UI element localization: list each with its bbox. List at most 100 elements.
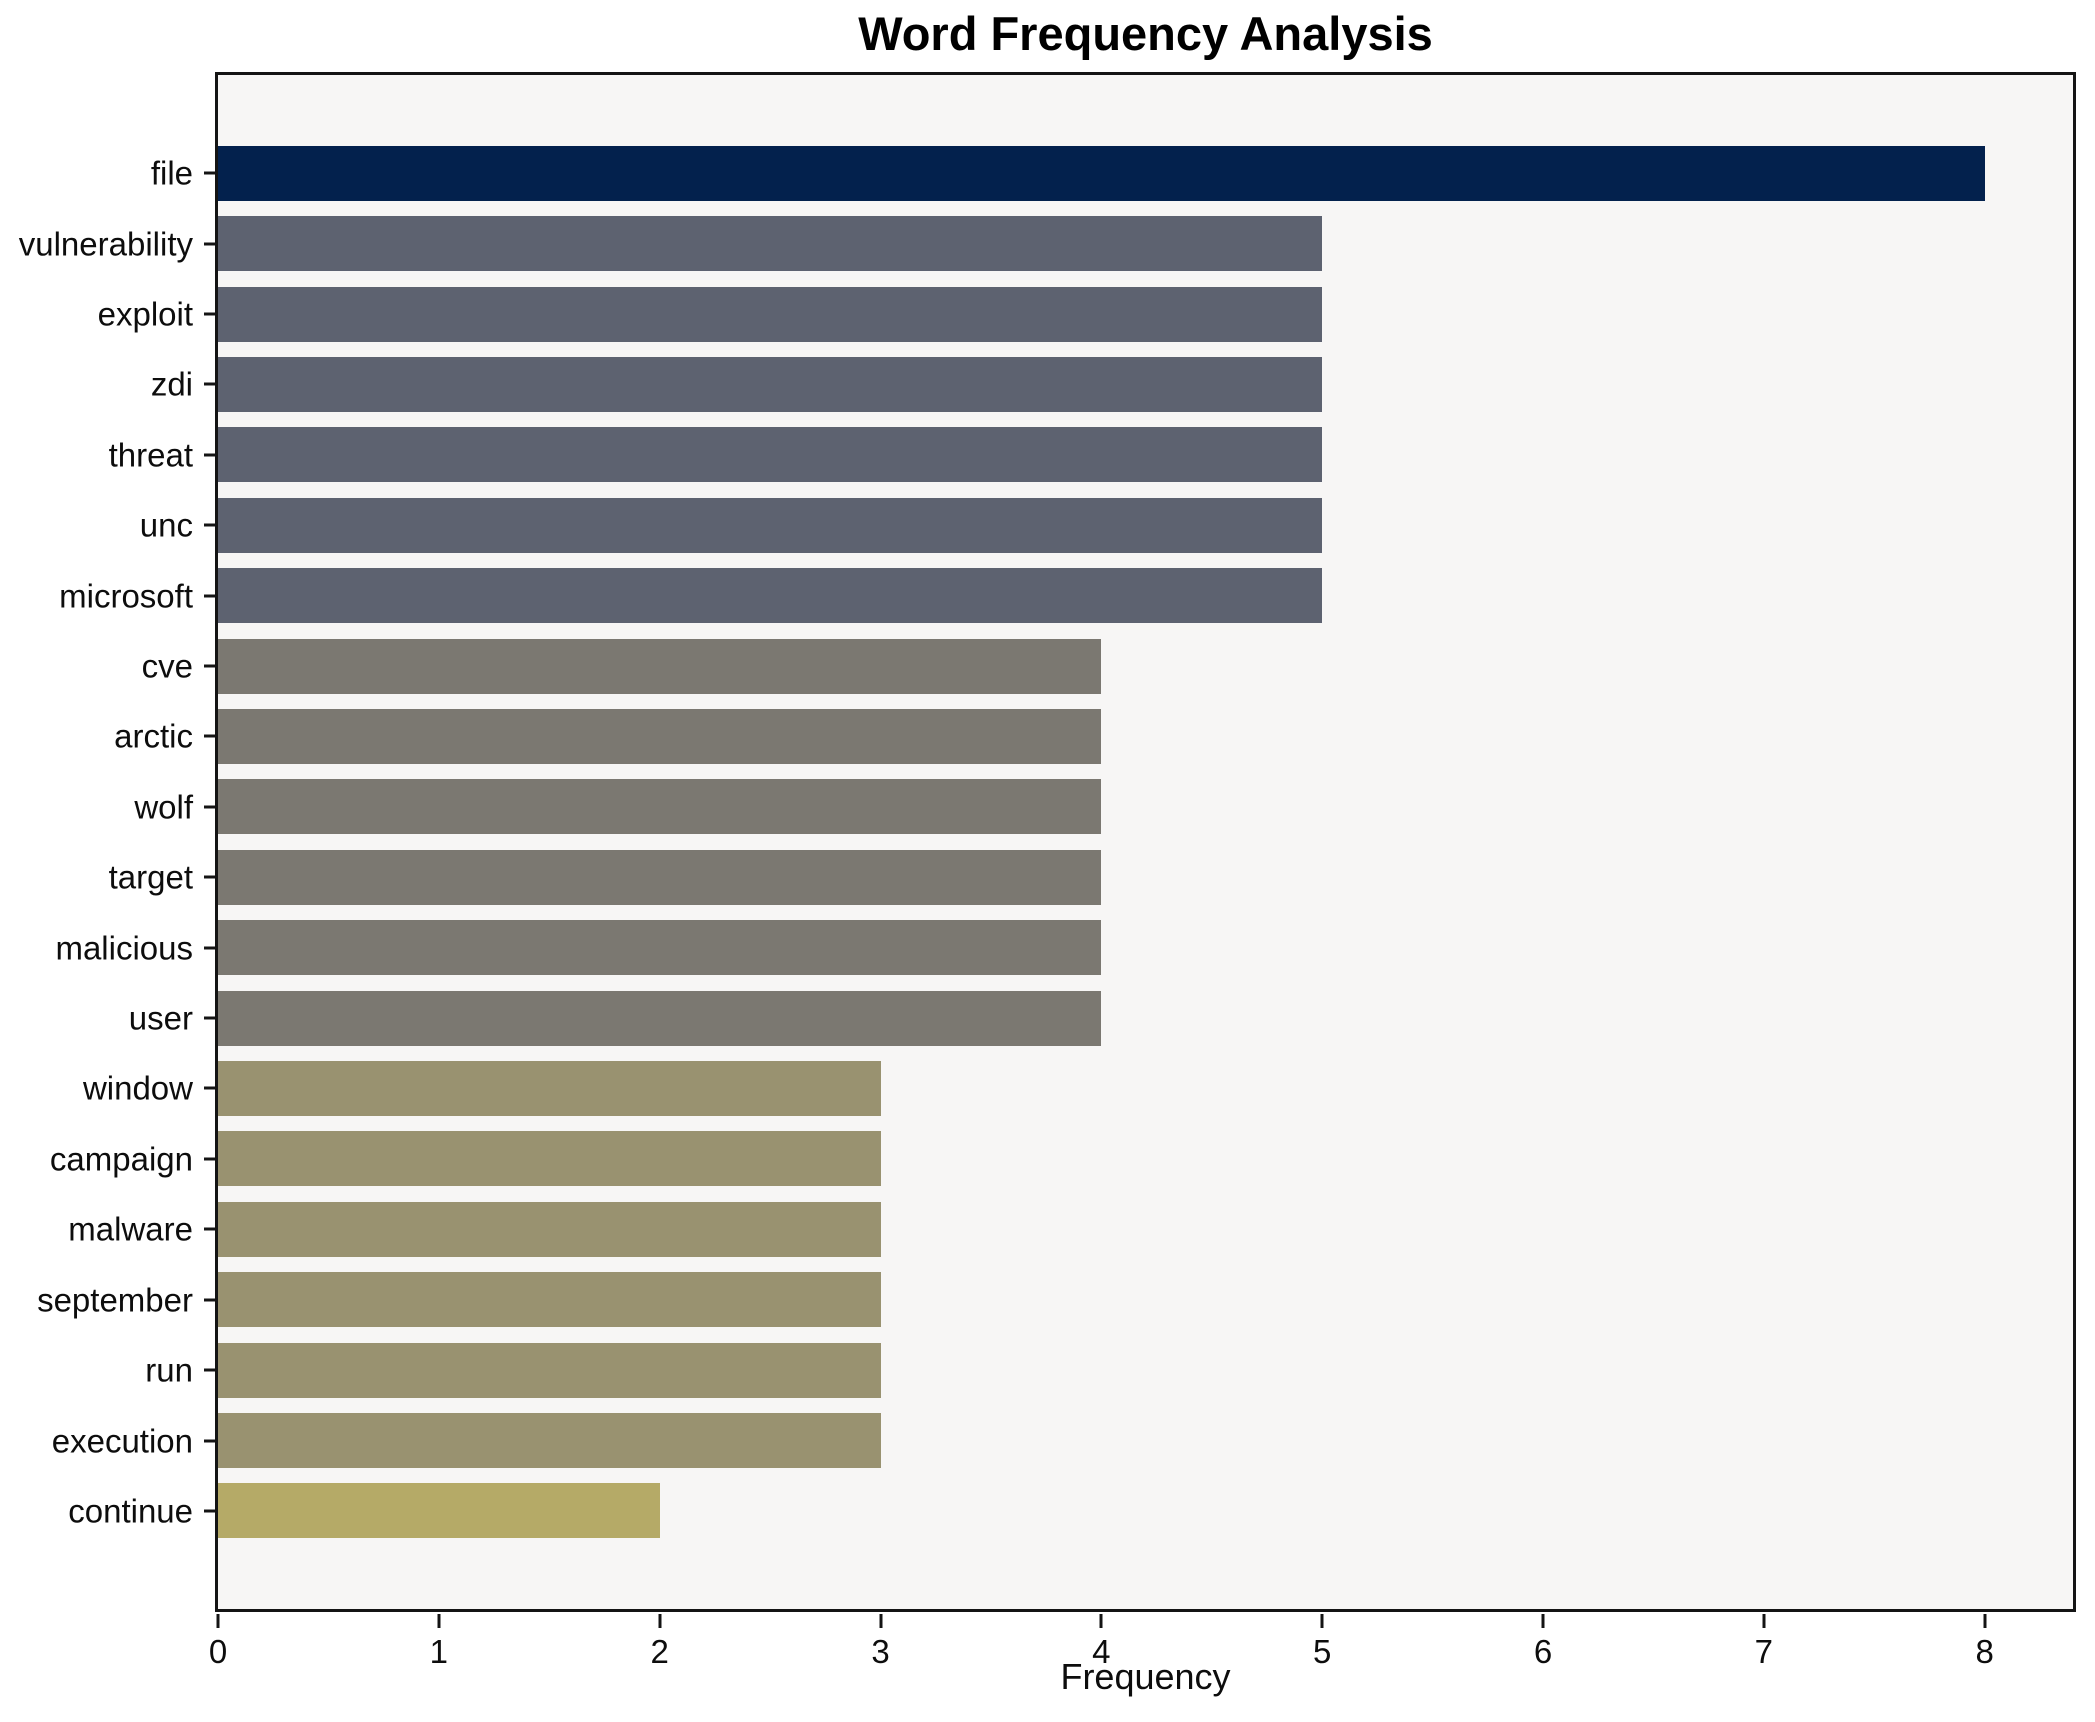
bar xyxy=(218,1131,881,1187)
x-tick-label: 3 xyxy=(871,1633,890,1670)
bar-row: window xyxy=(83,1053,2073,1123)
y-category-label: cve xyxy=(141,647,193,685)
x-axis: 0 1 2 3 4 5 6 7 8 xyxy=(209,1612,2073,1722)
bar xyxy=(218,1272,881,1328)
x-tick-mark xyxy=(1099,1614,1103,1628)
bar xyxy=(218,1413,881,1469)
bar xyxy=(218,356,1323,412)
x-tick-label: 7 xyxy=(1754,1633,1774,1670)
y-category-label: wolf xyxy=(134,788,193,826)
x-tick-label: 6 xyxy=(1533,1633,1553,1670)
y-category-label: september xyxy=(37,1281,193,1319)
y-category-label: file xyxy=(150,154,193,192)
y-tick-mark xyxy=(204,1227,215,1231)
y-category-label: window xyxy=(82,1069,193,1107)
y-category-label: execution xyxy=(51,1422,193,1460)
bar-row: malware xyxy=(68,1194,2073,1264)
x-tick-label: 0 xyxy=(208,1633,228,1670)
bar xyxy=(218,779,1102,835)
bar-row: zdi xyxy=(151,349,2073,419)
y-tick-mark xyxy=(204,1157,215,1161)
y-category-label: malware xyxy=(68,1210,193,1248)
x-tick-mark xyxy=(1541,1614,1545,1628)
y-tick-mark xyxy=(204,1086,215,1090)
x-tick-mark xyxy=(1762,1614,1766,1628)
bar xyxy=(218,638,1102,694)
bar xyxy=(218,568,1323,624)
bar-row: threat xyxy=(109,420,2073,490)
y-tick-mark xyxy=(204,1016,215,1020)
bar xyxy=(218,497,1323,553)
bar xyxy=(218,1060,881,1116)
bar-row: execution xyxy=(52,1405,2073,1475)
y-tick-mark xyxy=(204,1439,215,1443)
bar xyxy=(218,1342,881,1398)
bar-row: arctic xyxy=(114,701,2073,771)
x-axis-label: Frequency xyxy=(1060,1656,1231,1697)
y-tick-mark xyxy=(204,664,215,668)
y-tick-mark xyxy=(204,523,215,527)
y-tick-mark xyxy=(204,734,215,738)
bar xyxy=(218,427,1323,483)
x-tick-label: 8 xyxy=(1975,1633,1994,1670)
y-category-label: unc xyxy=(139,506,193,544)
y-category-label: target xyxy=(108,858,193,896)
y-category-label: user xyxy=(128,999,193,1037)
x-tick-mark xyxy=(216,1614,220,1628)
y-category-label: microsoft xyxy=(59,577,193,615)
y-tick-mark xyxy=(204,312,215,316)
chart-title: Word Frequency Analysis xyxy=(858,7,1433,60)
y-category-label: arctic xyxy=(114,717,193,755)
bar xyxy=(218,1201,881,1257)
bar xyxy=(218,216,1323,272)
bar-row: malicious xyxy=(55,912,2073,982)
bar xyxy=(218,145,1985,201)
y-category-label: continue xyxy=(68,1492,193,1530)
bar-row: wolf xyxy=(134,772,2073,842)
y-tick-mark xyxy=(204,382,215,386)
bar xyxy=(218,286,1323,342)
y-tick-mark xyxy=(204,1509,215,1513)
y-category-label: threat xyxy=(108,436,193,474)
bar-row: microsoft xyxy=(59,560,2073,630)
x-tick-label: 1 xyxy=(429,1633,449,1670)
y-category-label: malicious xyxy=(55,929,193,967)
bar-row: cve xyxy=(142,631,2073,701)
x-tick-label: 5 xyxy=(1312,1633,1332,1670)
y-tick-mark xyxy=(204,594,215,598)
y-tick-mark xyxy=(204,875,215,879)
bar-row: campaign xyxy=(50,1124,2073,1194)
bar xyxy=(218,990,1102,1046)
y-category-label: vulnerability xyxy=(18,225,193,263)
bar-row: exploit xyxy=(98,279,2073,349)
bar-row: file xyxy=(151,138,2073,208)
x-tick-mark xyxy=(437,1614,441,1628)
y-category-label: zdi xyxy=(150,365,193,403)
bar-row: unc xyxy=(140,490,2073,560)
x-tick-mark xyxy=(658,1614,662,1628)
y-tick-mark xyxy=(204,1368,215,1372)
y-tick-mark xyxy=(204,453,215,457)
y-category-label: exploit xyxy=(97,295,193,333)
bar-row: run xyxy=(145,1335,2073,1405)
y-category-label: campaign xyxy=(49,1140,193,1178)
bar xyxy=(218,1483,660,1539)
x-tick-mark xyxy=(1983,1614,1987,1628)
x-tick-mark xyxy=(1320,1614,1324,1628)
y-tick-mark xyxy=(204,171,215,175)
bar xyxy=(218,849,1102,905)
y-tick-mark xyxy=(204,242,215,246)
bar-row: september xyxy=(37,1265,2073,1335)
y-tick-mark xyxy=(204,1298,215,1302)
bars-container: file vulnerability exploit zdi threat unc micr… xyxy=(19,75,2073,1609)
x-tick-label: 2 xyxy=(650,1633,669,1670)
x-tick-mark xyxy=(879,1614,882,1628)
bar-row: vulnerability xyxy=(19,208,2073,278)
bar-row: continue xyxy=(68,1476,2073,1546)
x-tick-label: 4 xyxy=(1092,1633,1111,1670)
bar-row: target xyxy=(109,842,2073,912)
y-tick-mark xyxy=(204,805,215,809)
plot-area: file vulnerability exploit zdi threat unc micr… xyxy=(19,72,2076,1612)
y-tick-mark xyxy=(204,946,215,950)
